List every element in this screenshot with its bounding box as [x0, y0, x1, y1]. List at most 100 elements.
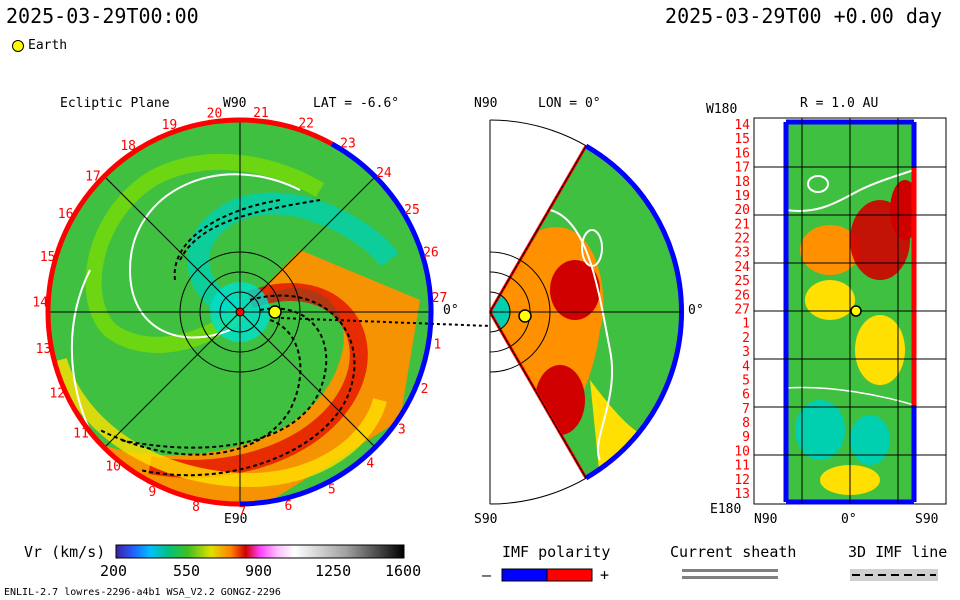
- imf-plus-label: +: [600, 566, 610, 584]
- colorbar-tick-1250: 1250: [315, 562, 352, 580]
- meridional-title: LON = 0°: [538, 96, 601, 111]
- radial-panel: 1415161718192021222324252627123456789101…: [734, 117, 947, 505]
- ecliptic-right-label: 0°: [443, 303, 459, 318]
- date-right: 2025-03-29T00 +0.00 day: [665, 4, 942, 28]
- colorbar-label: Vr (km/s): [24, 543, 106, 561]
- imf-polarity-label: IMF polarity: [502, 543, 611, 561]
- sun-marker: [235, 307, 245, 317]
- ring-number-12: 12: [49, 386, 65, 401]
- ecliptic-bottom-label: E90: [224, 512, 248, 527]
- radial-ylabel-2: 2: [742, 331, 750, 346]
- ring-number-24: 24: [376, 166, 392, 181]
- meridional-plane: [488, 119, 684, 505]
- radial-ylabel-19: 19: [734, 189, 750, 204]
- imf-minus-label: –: [482, 566, 492, 584]
- ring-number-19: 19: [162, 118, 178, 133]
- ring-number-16: 16: [58, 207, 74, 222]
- radial-xlabel-0: 0°: [841, 512, 857, 527]
- ecliptic-title: Ecliptic Plane: [60, 96, 170, 111]
- radial-top-label: W180: [706, 102, 738, 117]
- radial-ylabel-5: 5: [742, 374, 750, 389]
- radial-ylabel-16: 16: [734, 146, 750, 161]
- radial-ylabel-24: 24: [734, 260, 750, 275]
- ring-number-25: 25: [404, 203, 420, 218]
- ring-number-26: 26: [423, 245, 439, 260]
- meridional-bottom-label: S90: [474, 512, 498, 527]
- radial-ylabel-25: 25: [734, 274, 750, 289]
- ring-number-21: 21: [253, 106, 269, 121]
- radial-ylabel-27: 27: [734, 303, 750, 318]
- radial-ylabel-10: 10: [734, 444, 750, 459]
- imf-line-label: 3D IMF line: [848, 543, 948, 561]
- meridional-top-label: N90: [474, 96, 498, 111]
- ecliptic-top-label: W90: [223, 96, 247, 111]
- ring-number-18: 18: [120, 139, 136, 154]
- radial-ylabel-14: 14: [734, 118, 750, 133]
- earth-legend: Earth: [12, 38, 67, 53]
- radial-ylabel-6: 6: [742, 388, 750, 403]
- ring-number-5: 5: [328, 483, 336, 498]
- ring-number-10: 10: [105, 460, 121, 475]
- ecliptic-rim-negative: [239, 141, 434, 507]
- date-left: 2025-03-29T00:00: [6, 4, 199, 28]
- radial-ylabel-20: 20: [734, 203, 750, 218]
- radial-title: R = 1.0 AU: [800, 96, 879, 111]
- radial-bottom-label: E180: [710, 502, 742, 517]
- ring-number-3: 3: [398, 423, 406, 438]
- radial-ylabel-7: 7: [742, 402, 750, 417]
- ring-number-13: 13: [36, 342, 52, 357]
- imf-negative-swatch: [501, 568, 548, 582]
- ring-number-4: 4: [366, 457, 374, 472]
- earth-marker-icon: [12, 39, 24, 52]
- radial-ylabel-21: 21: [734, 217, 750, 232]
- radial-xlabel-s90: S90: [915, 512, 939, 527]
- earth-legend-label: Earth: [28, 38, 68, 53]
- radial-ylabel-12: 12: [734, 473, 750, 488]
- colorbar-tick-1600: 1600: [385, 562, 422, 580]
- ring-number-14: 14: [32, 296, 48, 311]
- radial-ylabel-17: 17: [734, 161, 750, 176]
- ring-number-1: 1: [433, 337, 441, 352]
- velocity-colorbar: [115, 544, 405, 559]
- ring-number-20: 20: [207, 107, 223, 122]
- ring-number-15: 15: [40, 250, 56, 265]
- ring-number-27: 27: [432, 291, 448, 306]
- radial-ylabel-26: 26: [734, 288, 750, 303]
- radial-ylabel-23: 23: [734, 246, 750, 261]
- radial-ylabel-4: 4: [742, 359, 750, 374]
- ring-number-17: 17: [85, 170, 101, 185]
- radial-ylabel-3: 3: [742, 345, 750, 360]
- ecliptic-rim-positive: [45, 117, 241, 507]
- ring-number-6: 6: [284, 499, 292, 514]
- radial-ylabel-13: 13: [734, 487, 750, 502]
- earth-meridional-marker: [518, 309, 532, 323]
- imf-positive-swatch: [546, 568, 593, 582]
- radial-ylabel-11: 11: [734, 459, 750, 474]
- model-footer: ENLIL-2.7 lowres-2296-a4b1 WSA_V2.2 GONG…: [4, 587, 281, 598]
- meridional-right-label: 0°: [688, 303, 704, 318]
- ring-number-23: 23: [340, 137, 356, 152]
- ring-number-11: 11: [73, 426, 89, 441]
- radial-ylabel-8: 8: [742, 416, 750, 431]
- ring-number-22: 22: [298, 116, 314, 131]
- radial-xlabel-n90: N90: [754, 512, 778, 527]
- colorbar-tick-200: 200: [100, 562, 128, 580]
- current-sheath-label: Current sheath: [670, 543, 797, 561]
- ecliptic-lat: LAT = -6.6°: [313, 96, 400, 111]
- ring-number-7: 7: [238, 505, 246, 520]
- ring-number-8: 8: [192, 500, 200, 515]
- ring-number-9: 9: [148, 485, 156, 500]
- ring-number-2: 2: [421, 382, 429, 397]
- radial-ylabel-9: 9: [742, 430, 750, 445]
- radial-ylabel-1: 1: [742, 317, 750, 332]
- radial-ylabels: 1415161718192021222324252627123456789101…: [734, 118, 750, 502]
- radial-ylabel-15: 15: [734, 132, 750, 147]
- earth-radial-marker: [850, 305, 862, 317]
- radial-ylabel-22: 22: [734, 232, 750, 247]
- radial-ylabel-18: 18: [734, 175, 750, 190]
- earth-ecliptic-marker: [268, 305, 282, 319]
- colorbar-tick-900: 900: [245, 562, 273, 580]
- colorbar-tick-550: 550: [173, 562, 201, 580]
